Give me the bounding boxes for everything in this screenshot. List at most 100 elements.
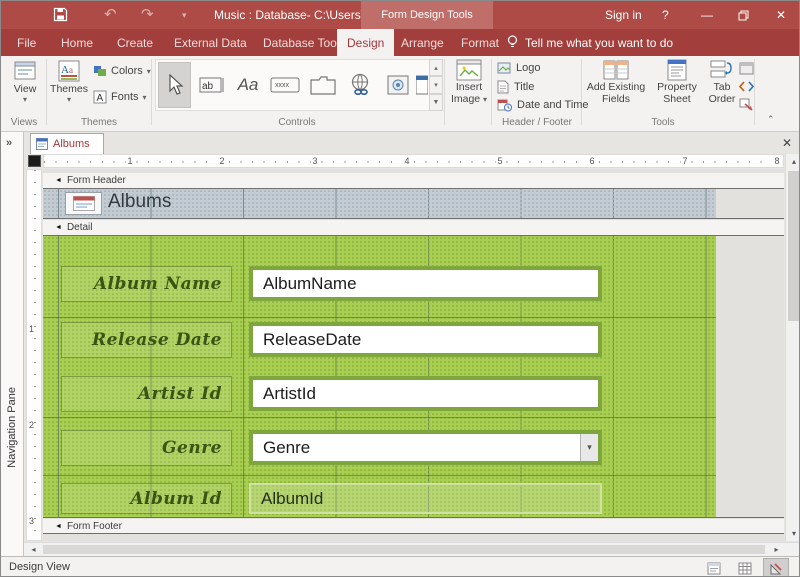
tab-design[interactable]: Design (337, 29, 395, 56)
navigation-control-icon[interactable] (416, 62, 428, 108)
form-icon (36, 138, 48, 150)
section-wedge-icon: ◄ (55, 522, 62, 530)
form-title-label[interactable]: Albums (108, 191, 172, 212)
title-bar: ↶ ↷ ▾ Music : Database- C:\Users\Fred\Do… (1, 1, 799, 29)
tab-order-button[interactable]: Tab Order (704, 59, 740, 105)
album-name-label[interactable]: Album Name (61, 266, 232, 302)
vertical-scrollbar[interactable]: ▴ ▾ (785, 154, 799, 541)
svg-text:A: A (97, 93, 104, 104)
gallery-scroll-down[interactable]: ▾ (429, 76, 443, 94)
logo-button[interactable]: Logo (497, 62, 540, 74)
tab-order-icon (710, 59, 734, 81)
album-name-textbox[interactable]: AlbumName (249, 266, 602, 301)
detail-surface[interactable]: Album Name AlbumName Release Date Releas… (43, 236, 716, 517)
title-button[interactable]: Title (497, 80, 534, 94)
image-control-icon[interactable] (382, 62, 414, 108)
undo-icon[interactable]: ↶ (104, 6, 117, 23)
minimize-button[interactable]: — (701, 8, 713, 22)
detail-section-bar[interactable]: ◄ Detail (43, 220, 784, 235)
navigation-pane-collapsed[interactable]: » Navigation Pane (1, 132, 24, 556)
tab-arrange[interactable]: Arrange (401, 35, 444, 50)
help-button[interactable]: ? (662, 8, 669, 22)
tell-me-box[interactable]: Tell me what you want to do (507, 29, 673, 56)
tab-external-data[interactable]: External Data (174, 35, 247, 50)
lightbulb-icon (507, 35, 518, 50)
artist-id-label[interactable]: Artist Id (61, 376, 232, 412)
save-icon[interactable] (53, 7, 68, 22)
genre-combobox[interactable]: Genre ▾ (249, 430, 602, 465)
form-design-canvas: ◄ Form Header Albums ◄ Detail (43, 169, 784, 541)
fonts-button[interactable]: A Fonts ▾ (93, 90, 147, 104)
redo-icon[interactable]: ↷ (141, 6, 154, 23)
tab-format[interactable]: Format (461, 35, 500, 50)
tell-me-label: Tell me what you want to do (525, 35, 674, 50)
subform-new-window-icon[interactable] (739, 62, 754, 75)
vertical-ruler[interactable]: 1 2 3 (26, 169, 42, 541)
collapse-ribbon-icon[interactable]: ⌃ (767, 114, 775, 124)
controls-group-label: Controls (278, 117, 316, 128)
tab-home[interactable]: Home (61, 35, 94, 50)
genre-label[interactable]: Genre (61, 430, 232, 466)
close-document-icon[interactable]: ✕ (782, 136, 793, 150)
tab-file[interactable]: File (17, 35, 37, 50)
web-browser-control-icon[interactable] (344, 62, 378, 108)
insert-image-button[interactable]: Insert Image ▾ (448, 59, 490, 106)
expand-navpane-icon[interactable]: » (6, 137, 13, 149)
close-button[interactable]: ✕ (775, 8, 787, 22)
fonts-icon: A (93, 90, 107, 104)
form-footer-section-bar[interactable]: ◄ Form Footer (43, 519, 784, 534)
form-header-section-bar[interactable]: ◄ Form Header (43, 173, 784, 188)
sign-in-button[interactable]: Sign in (605, 8, 642, 22)
horizontal-ruler[interactable]: 1 2 3 4 5 6 7 8 (43, 154, 784, 168)
status-bar: Design View (1, 556, 799, 576)
scroll-up-icon[interactable]: ▴ (791, 156, 796, 166)
gallery-scroll-up[interactable]: ▴ (429, 59, 443, 77)
scroll-down-icon[interactable]: ▾ (791, 528, 796, 538)
horizontal-scrollbar[interactable]: ◂ ▸ (24, 542, 799, 556)
grid-line (43, 475, 716, 476)
design-view-button[interactable] (763, 558, 789, 576)
document-tab-albums[interactable]: Albums (30, 133, 104, 154)
view-code-icon[interactable] (739, 80, 754, 93)
section-wedge-icon: ◄ (55, 224, 62, 231)
tab-control-icon[interactable] (306, 62, 340, 108)
date-and-time-button[interactable]: Date and Time (497, 98, 589, 112)
ribbon-tab-row: File Home Create External Data Database … (1, 29, 799, 56)
gallery-scrollbar: ▴ ▾ ▼ (429, 59, 443, 111)
ruler-origin-box[interactable] (28, 155, 41, 167)
vertical-scroll-thumb[interactable] (788, 171, 799, 321)
button-control-icon[interactable]: xxxx (268, 62, 302, 108)
colors-button[interactable]: Colors ▾ (93, 64, 151, 78)
tab-database-tools[interactable]: Database Tools (263, 35, 346, 50)
horizontal-scroll-thumb[interactable] (43, 545, 765, 554)
release-date-label[interactable]: Release Date (61, 322, 232, 358)
form-logo-placeholder[interactable] (65, 192, 102, 215)
textbox-control-icon[interactable]: ab (196, 62, 228, 108)
scroll-right-icon[interactable]: ▸ (774, 545, 779, 554)
restore-button[interactable] (725, 1, 761, 29)
group-divider (754, 59, 755, 125)
release-date-textbox[interactable]: ReleaseDate (249, 322, 602, 357)
work-area: » Navigation Pane Albums ✕ 1 2 3 4 5 6 7… (1, 132, 799, 556)
album-id-label[interactable]: Album Id (61, 483, 232, 514)
datasheet-view-button[interactable] (732, 558, 758, 576)
form-view-button[interactable] (701, 558, 727, 576)
themes-group-label: Themes (80, 117, 118, 128)
scroll-left-icon[interactable]: ◂ (31, 545, 36, 554)
property-sheet-icon (666, 59, 688, 81)
add-fields-icon (603, 59, 629, 81)
property-sheet-button[interactable]: Property Sheet (651, 59, 703, 105)
artist-id-textbox[interactable]: ArtistId (249, 376, 602, 411)
form-header-surface[interactable]: Albums (43, 189, 716, 218)
select-tool[interactable] (158, 62, 191, 108)
convert-macros-icon[interactable] (739, 98, 754, 111)
label-control-icon[interactable]: Aa (237, 75, 259, 94)
tab-create[interactable]: Create (117, 35, 154, 50)
qat-customize-icon[interactable]: ▾ (182, 10, 187, 20)
view-button[interactable]: View ▾ (5, 59, 45, 104)
add-existing-fields-button[interactable]: Add Existing Fields (584, 59, 648, 105)
gallery-more-button[interactable]: ▼ (429, 93, 443, 111)
album-id-textbox[interactable]: AlbumId (249, 483, 602, 514)
combo-dropdown-icon[interactable]: ▾ (580, 434, 598, 461)
